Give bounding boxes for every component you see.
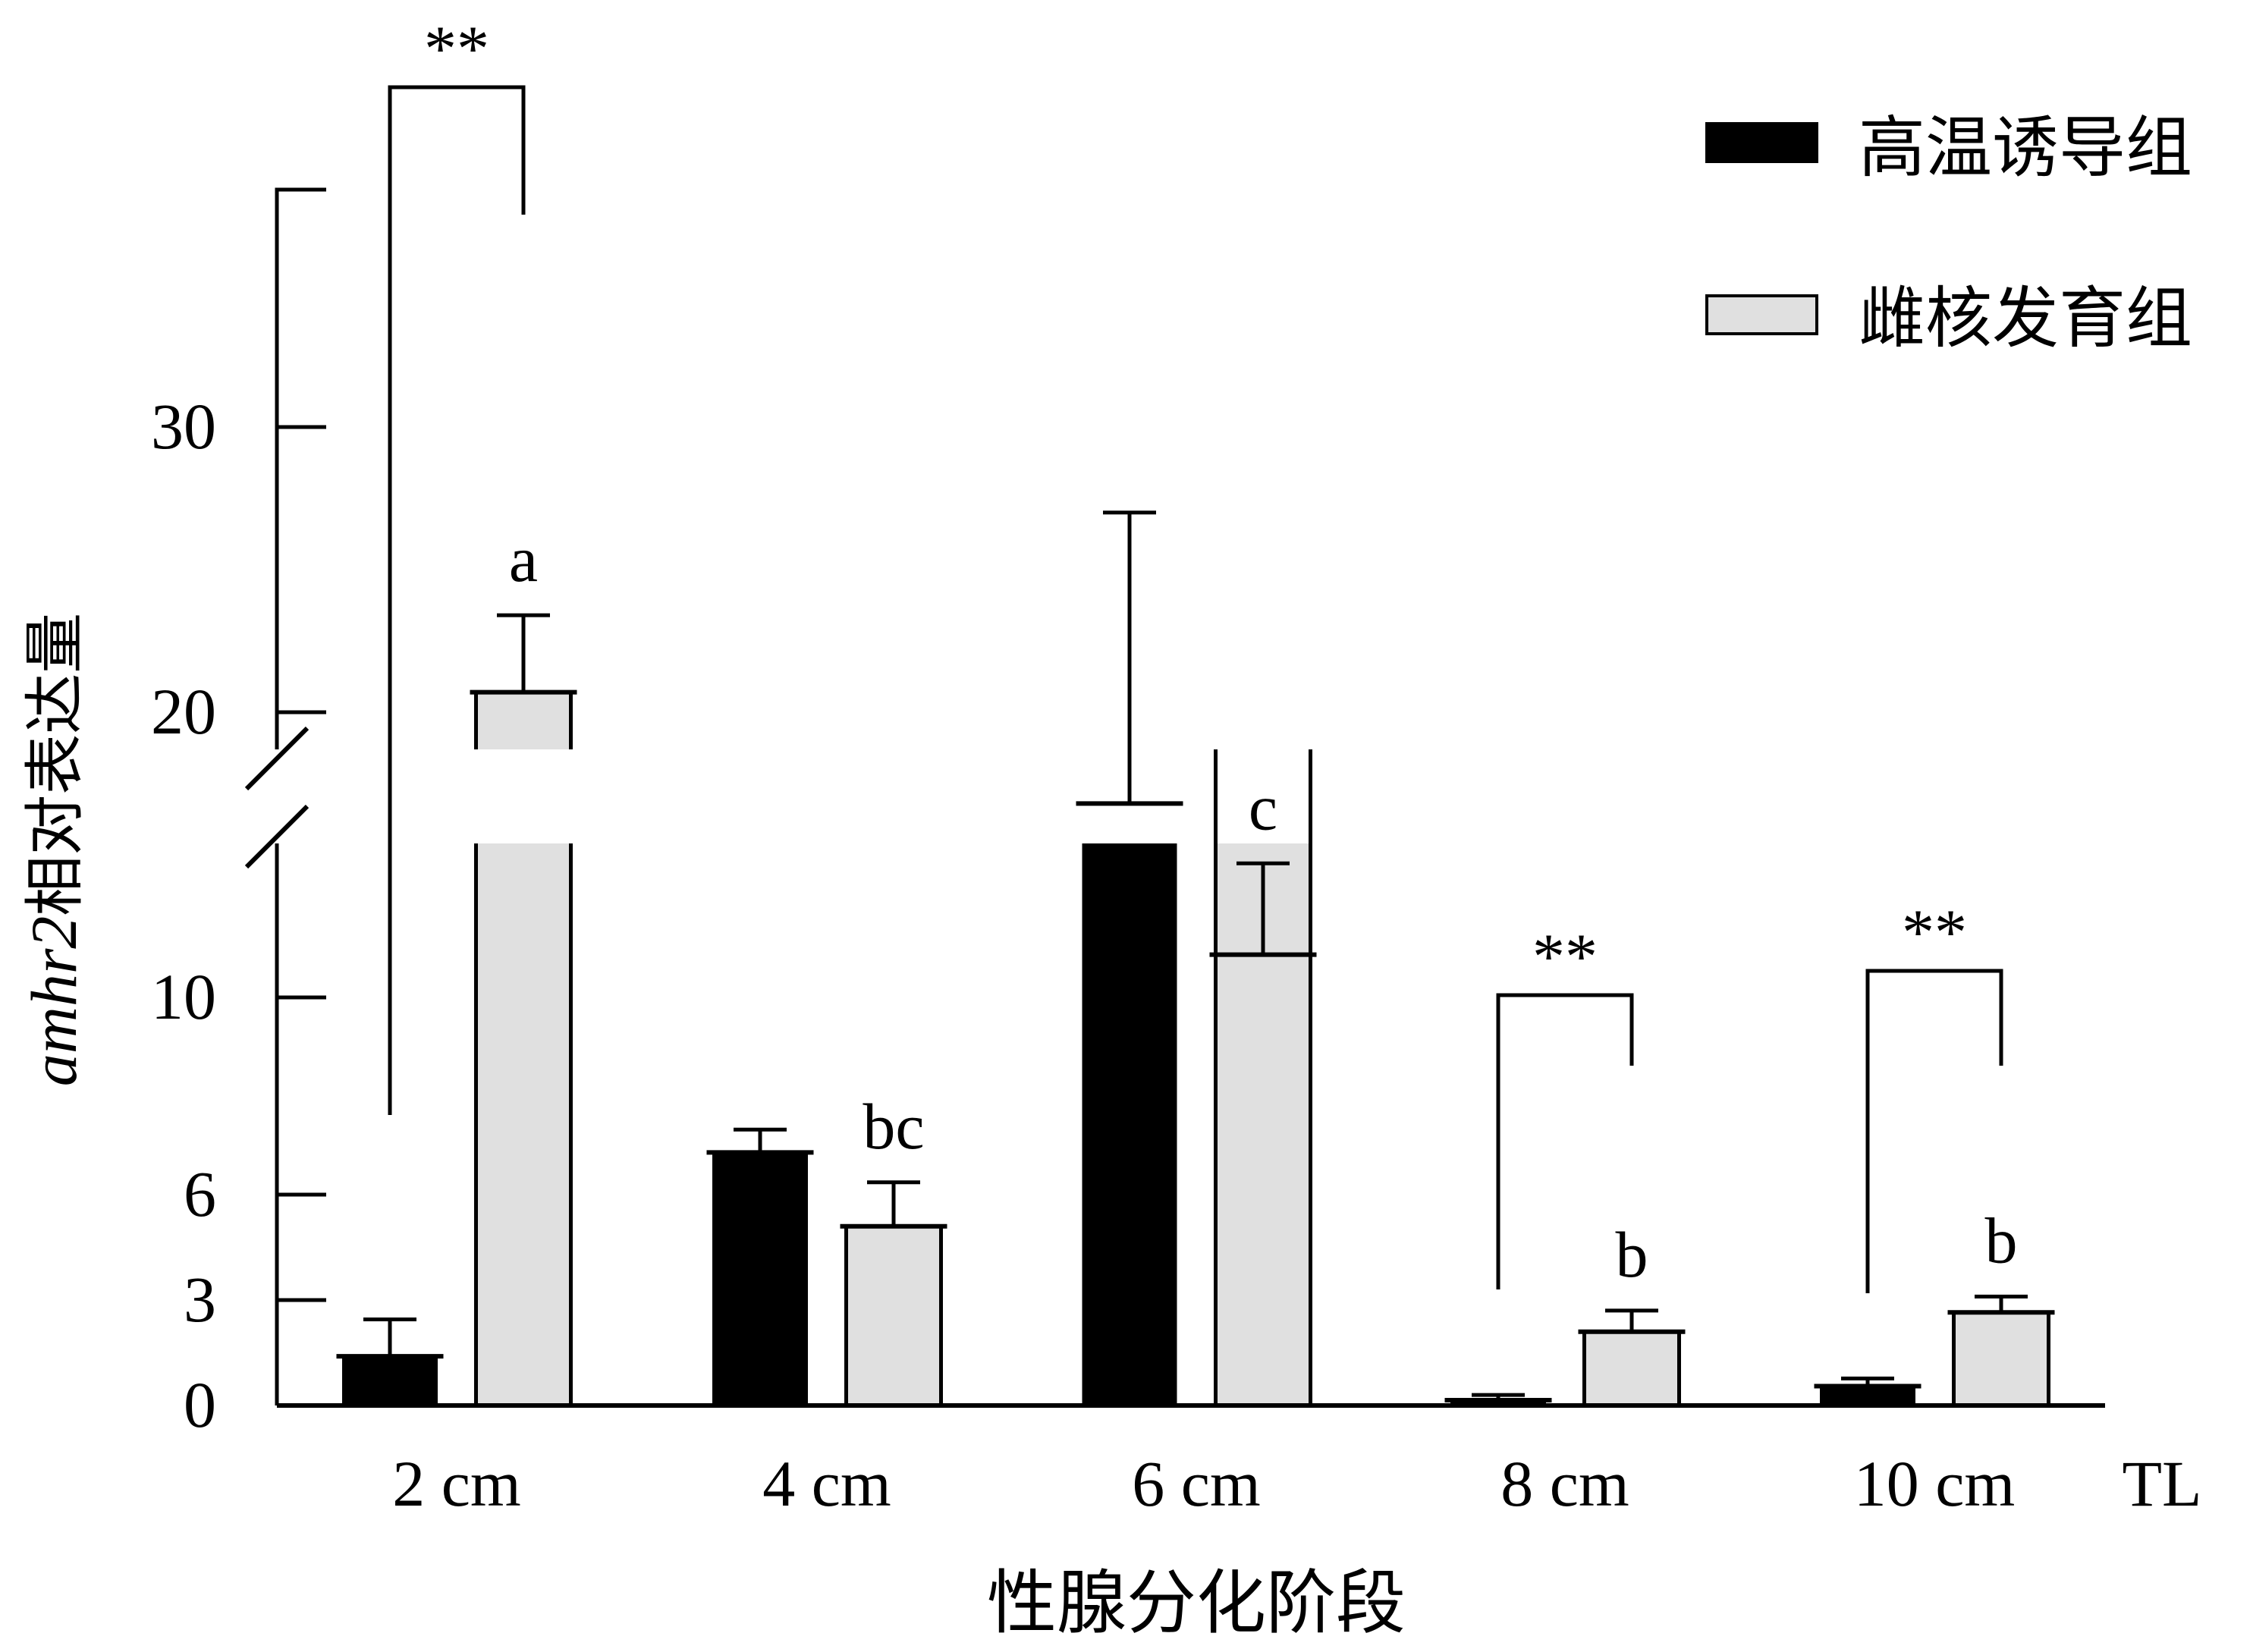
- bar: [1082, 843, 1177, 1405]
- y-tick-label: 30: [151, 390, 216, 463]
- bar: [476, 692, 571, 749]
- y-tick-label: 20: [151, 675, 216, 748]
- letter-label: b: [1616, 1218, 1648, 1291]
- x-axis-title: 性腺分化阶段: [987, 1562, 1406, 1644]
- axis-break-mark-upper: [244, 726, 310, 791]
- bar: [342, 1355, 438, 1406]
- letter-label: c: [1249, 771, 1277, 843]
- significance-label: **: [1902, 896, 1967, 969]
- error-bars-group: [363, 510, 2028, 1401]
- y-tick-label: 6: [184, 1157, 216, 1230]
- letter-label: b: [1985, 1204, 2018, 1277]
- y-tick-label: 3: [184, 1263, 216, 1336]
- x-tick-label: 6 cm: [1132, 1447, 1261, 1520]
- axis-break-mark-lower: [244, 804, 310, 869]
- bar: [712, 1151, 808, 1406]
- significance-bracket: [1496, 993, 1634, 1289]
- significance-bracket: [1865, 969, 2003, 1293]
- y-axis-title-text: 相对表达量: [20, 613, 90, 916]
- y-axis-title-gene: amhr2: [17, 916, 90, 1087]
- significance-label: **: [1532, 920, 1598, 993]
- bar: [844, 1224, 943, 1408]
- y-axis-upper: [275, 187, 326, 749]
- significance-label: **: [424, 12, 489, 85]
- legend-label-series-2: 雌核发育组: [1859, 279, 2192, 357]
- letter-label: a: [509, 523, 538, 595]
- bar: [1820, 1386, 1915, 1406]
- y-tick-label: 0: [184, 1368, 216, 1441]
- x-tick-label: 4 cm: [762, 1447, 891, 1520]
- legend-label-series-1: 高温诱导组: [1859, 108, 2192, 187]
- y-ticks-group: 0 3 6 10 20 30: [151, 390, 326, 1441]
- bar: [1952, 1310, 2050, 1408]
- x-tick-label: 2 cm: [392, 1447, 521, 1520]
- letter-label: bc: [863, 1090, 924, 1163]
- y-axis-title: amhr2相对表达量: [17, 613, 90, 1087]
- bars-group: [336, 689, 2055, 1408]
- x-tick-label: 8 cm: [1500, 1447, 1629, 1520]
- plot-area: a bc c b b ** ** **: [336, 12, 2055, 1408]
- bar: [476, 843, 571, 1405]
- x-unit-label: TL: [2122, 1447, 2201, 1520]
- bar: [1582, 1330, 1681, 1408]
- annotations-group: a bc c b b ** ** **: [388, 12, 2018, 1293]
- legend-swatch-series-1: [1705, 122, 1818, 163]
- x-tick-label: 10 cm: [1854, 1447, 2016, 1520]
- significance-bracket: [388, 85, 526, 1115]
- legend-swatch-series-2: [1705, 294, 1818, 335]
- y-tick-label: 10: [151, 960, 216, 1033]
